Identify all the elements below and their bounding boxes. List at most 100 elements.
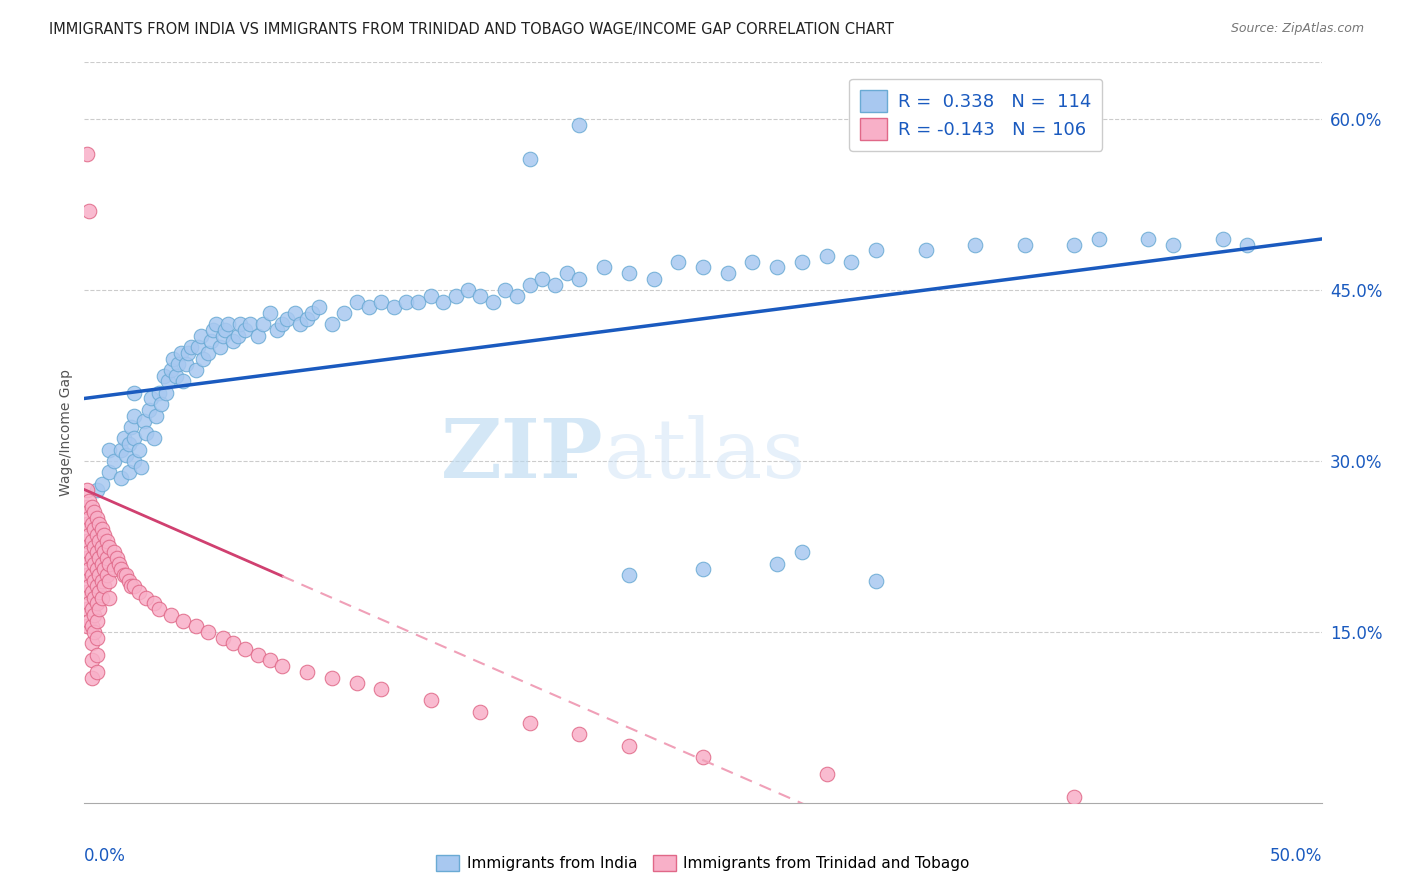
Point (519, 716, 541, 731)
Point (79, 494, 101, 508)
Point (1063, 790, 1085, 805)
Point (112, 568, 135, 582)
Point (105, 550, 128, 565)
Point (90, 540, 112, 554)
Point (1212, 232, 1234, 246)
Point (419, 693, 441, 707)
Point (98, 574, 121, 588)
Point (79, 203, 101, 218)
Point (90, 591, 112, 605)
Point (90, 557, 112, 571)
Point (79, 562, 101, 576)
Point (145, 409, 167, 423)
Point (79, 597, 101, 611)
Point (252, 318, 274, 332)
Point (288, 318, 311, 332)
Point (494, 283, 516, 297)
Point (214, 323, 236, 337)
Point (76, 602, 98, 616)
Text: IMMIGRANTS FROM INDIA VS IMMIGRANTS FROM TRINIDAD AND TOBAGO WAGE/INCOME GAP COR: IMMIGRANTS FROM INDIA VS IMMIGRANTS FROM… (49, 22, 894, 37)
Point (470, 705, 492, 719)
Point (83, 591, 105, 605)
Point (167, 357, 190, 371)
Point (1236, 237, 1258, 252)
Point (86, 483, 108, 497)
Point (666, 254, 689, 268)
Point (790, 545, 813, 559)
Point (276, 311, 298, 326)
Point (172, 375, 194, 389)
Point (170, 346, 193, 360)
Point (321, 318, 343, 332)
Point (444, 289, 467, 303)
Point (212, 328, 235, 343)
Point (79, 511, 101, 525)
Legend: R =  0.338   N =  114, R = -0.143   N = 106: R = 0.338 N = 114, R = -0.143 N = 106 (849, 78, 1102, 151)
Point (1063, 237, 1085, 252)
Point (79, 545, 101, 559)
Point (1088, 232, 1111, 246)
Text: Source: ZipAtlas.com: Source: ZipAtlas.com (1230, 22, 1364, 36)
Point (271, 318, 294, 332)
Point (1187, 807, 1209, 822)
Point (266, 323, 288, 337)
Point (86, 545, 108, 559)
Point (271, 659, 294, 673)
Point (83, 624, 105, 639)
Point (177, 346, 200, 360)
Point (110, 442, 132, 457)
Point (86, 511, 108, 525)
Point (172, 614, 194, 628)
Point (135, 425, 157, 440)
Point (93, 579, 115, 593)
Point (222, 334, 245, 349)
Text: 0.0%: 0.0% (84, 847, 127, 865)
Point (150, 397, 173, 411)
Point (321, 671, 343, 685)
Point (568, 118, 591, 132)
Point (617, 266, 640, 280)
Point (184, 363, 207, 377)
Point (93, 562, 115, 576)
Point (98, 591, 121, 605)
Point (90, 476, 112, 491)
Point (246, 328, 269, 343)
Point (103, 562, 125, 576)
Point (86, 597, 108, 611)
Point (301, 306, 323, 320)
Point (815, 767, 838, 781)
Point (865, 574, 887, 588)
Point (717, 266, 740, 280)
Point (419, 289, 441, 303)
Point (217, 318, 239, 332)
Point (80, 516, 103, 531)
Point (382, 301, 405, 315)
Point (141, 392, 163, 406)
Point (155, 385, 177, 400)
Point (1161, 237, 1184, 252)
Point (93, 528, 115, 542)
Point (89, 533, 111, 548)
Point (531, 272, 554, 286)
Point (226, 328, 249, 343)
Point (148, 602, 170, 616)
Point (86, 665, 108, 679)
Point (692, 562, 714, 576)
Point (135, 591, 157, 605)
Point (432, 294, 454, 309)
Point (162, 351, 184, 366)
Point (142, 431, 165, 445)
Point (593, 260, 616, 275)
Point (98, 540, 121, 554)
Point (568, 272, 591, 286)
Point (89, 585, 111, 599)
Point (86, 648, 108, 662)
Point (333, 306, 356, 320)
Point (98, 466, 121, 480)
Point (86, 528, 108, 542)
Point (204, 318, 226, 332)
Point (86, 562, 108, 576)
Point (157, 375, 180, 389)
Point (187, 340, 209, 354)
Point (346, 676, 368, 690)
